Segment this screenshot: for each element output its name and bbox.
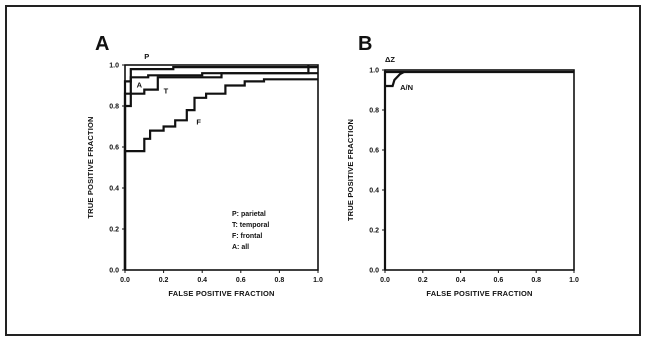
panel-b-series-line-z <box>383 70 574 270</box>
panel-b-x-axis-label: FALSE POSITIVE FRACTION <box>426 289 532 298</box>
panel-a-y-tick-label: 0.6 <box>109 145 119 152</box>
panel-a-x-tick-label: 0.0 <box>120 277 130 284</box>
panel-b-curve-label: A/N <box>400 83 413 92</box>
panel-b-y-tick-label: 1.0 <box>369 68 379 75</box>
panel-a-plot-box <box>124 64 319 271</box>
panel-b-curve-label: ΔZ <box>385 55 395 64</box>
panel-b-plot-box <box>384 69 575 271</box>
panel-b-y-tick-label: 0.8 <box>369 108 379 115</box>
panel-a-legend-entry: A: all <box>232 244 249 251</box>
panel-a-series-line-p <box>123 65 318 270</box>
panel-a-y-tick-label: 0.4 <box>109 186 119 193</box>
panel-a-x-tick-label: 0.8 <box>275 277 285 284</box>
panel-b-x-tick-label: 0.0 <box>380 277 390 284</box>
panel-a-curve-label: F <box>196 117 201 126</box>
panel-b-series-line-an <box>385 71 405 88</box>
panel-b-x-tick-label: 0.4 <box>456 277 466 284</box>
panel-a-y-tick-label: 0.0 <box>109 268 119 275</box>
panel-a-x-tick-label: 0.2 <box>159 277 169 284</box>
panel-b: B 0.0 0.2 0.4 0.6 0.8 1.0 0.0 0.2 0.4 0.6 0.8 1.0 FAL… <box>346 33 579 298</box>
panel-a-series-line-t <box>123 65 310 270</box>
panel-a-x-axis-label: FALSE POSITIVE FRACTION <box>168 289 274 298</box>
panel-b-y-tick-label: 0.4 <box>369 188 379 195</box>
panel-b-letter: B <box>358 33 372 55</box>
panel-a: A 0.0 0.2 0.4 0.6 0.8 1.0 0.0 0.2 0.4 0.6 0.8 1.0 FAL… <box>86 33 323 298</box>
panel-a-curve-label: P <box>144 52 149 61</box>
panel-a-curve-label: A <box>137 81 143 90</box>
panel-a-x-tick-label: 1.0 <box>313 277 323 284</box>
panel-b-y-axis-label: TRUE POSITIVE FRACTION <box>346 119 355 221</box>
figure-frame <box>5 5 641 336</box>
panel-b-y-tick-label: 0.2 <box>369 228 379 235</box>
panel-b-x-tick-label: 0.2 <box>418 277 428 284</box>
panel-a-y-axis-label: TRUE POSITIVE FRACTION <box>86 116 95 218</box>
panel-a-x-tick-label: 0.4 <box>197 277 207 284</box>
panel-a-legend-entry: P: parietal <box>232 211 266 218</box>
panel-b-x-tick-label: 0.8 <box>531 277 541 284</box>
panel-a-curve-label: T <box>164 87 169 96</box>
panel-b-x-tick-label: 1.0 <box>569 277 579 284</box>
panel-b-y-tick-label: 0.0 <box>369 268 379 275</box>
panel-a-legend-entry: T: temporal <box>232 222 269 229</box>
panel-b-y-tick-label: 0.6 <box>369 148 379 155</box>
panel-a-series-line-a <box>123 72 318 270</box>
panel-a-letter: A <box>95 33 109 55</box>
panel-a-x-tick-label: 0.6 <box>236 277 246 284</box>
panel-a-series-line-f <box>123 78 318 270</box>
panel-a-y-tick-label: 1.0 <box>109 63 119 70</box>
panel-a-legend-entry: F: frontal <box>232 233 262 240</box>
panel-b-x-tick-label: 0.6 <box>494 277 504 284</box>
panel-a-y-tick-label: 0.2 <box>109 227 119 234</box>
panel-a-y-tick-label: 0.8 <box>109 104 119 111</box>
